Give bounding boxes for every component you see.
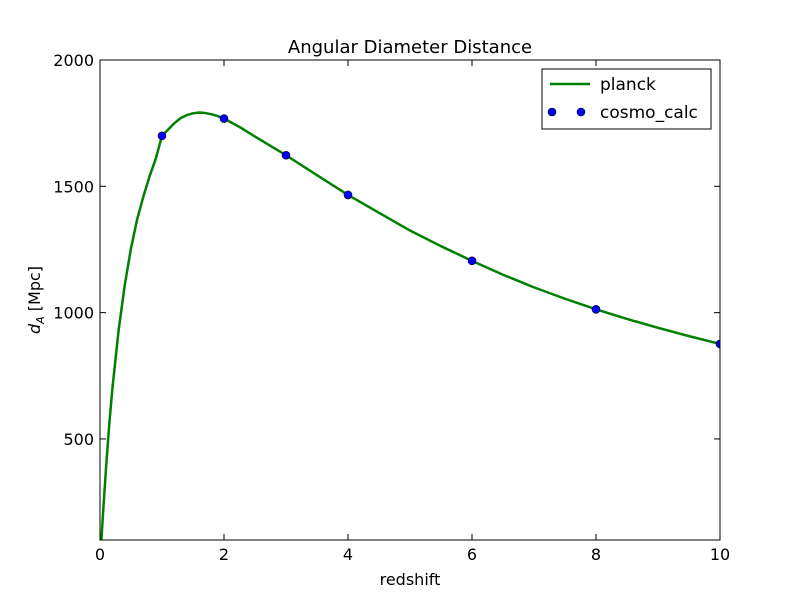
legend-box — [541, 68, 712, 130]
series-line-planck — [100, 111, 720, 540]
y-axis-label-sub: A — [34, 316, 47, 325]
legend: planck cosmo_calc — [541, 68, 712, 130]
plot-frame — [99, 59, 721, 541]
y-axis-label: dA [Mpc] — [25, 266, 47, 334]
data-point-cosmo-calc — [715, 339, 720, 349]
ticks-layer: 0 2 4 6 8 10 500 1000 1500 2000 — [53, 51, 730, 564]
legend-cosmo-calc-label: cosmo_calc — [600, 103, 698, 123]
data-point-cosmo-calc — [591, 305, 601, 314]
series-layer — [100, 111, 720, 540]
data-point-cosmo-calc — [343, 190, 353, 200]
y-tick-label: 1000 — [53, 304, 94, 323]
data-point-cosmo-calc — [157, 131, 167, 141]
x-tick-label: 6 — [467, 545, 477, 564]
chart-title: Angular Diameter Distance — [288, 37, 532, 58]
data-point-cosmo-calc — [467, 256, 477, 266]
y-axis-label-main: d — [25, 323, 44, 334]
y-tick-label: 2000 — [53, 51, 94, 70]
legend-cosmo-calc-marker-right — [576, 107, 586, 117]
x-tick-label: 2 — [219, 545, 229, 564]
y-tick-label: 500 — [63, 430, 94, 449]
x-tick-label: 10 — [710, 545, 730, 564]
legend-cosmo-calc-marker-left — [547, 107, 557, 117]
x-tick-label: 8 — [591, 545, 601, 564]
y-axis-label-unit: [Mpc] — [25, 266, 44, 316]
legend-planck-label: planck — [600, 75, 656, 95]
y-tick-label: 1500 — [53, 177, 94, 196]
x-axis-label: redshift — [380, 570, 441, 589]
x-tick-label: 4 — [343, 545, 353, 564]
data-point-cosmo-calc — [281, 150, 291, 160]
data-point-cosmo-calc — [219, 114, 229, 123]
x-tick-label: 0 — [95, 545, 105, 564]
